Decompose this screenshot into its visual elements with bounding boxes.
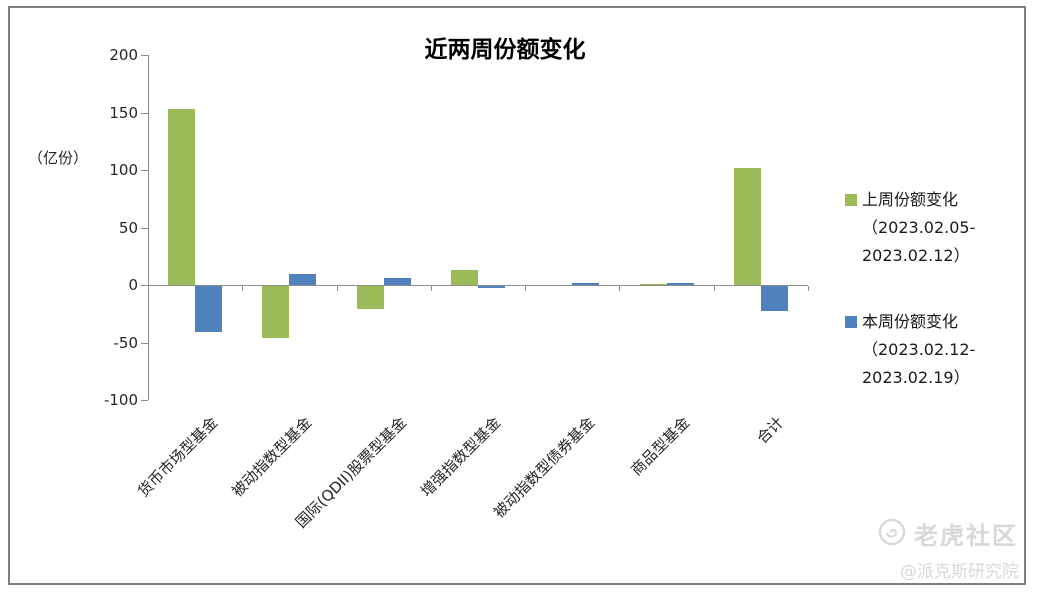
y-axis-tick: [141, 342, 148, 344]
watermark-handle: @派克斯研究院: [900, 562, 1019, 582]
legend-swatch-icon: [845, 194, 857, 206]
bar: [666, 282, 694, 285]
legend-label: 2023.02.12）: [862, 246, 970, 265]
bar: [356, 286, 384, 309]
y-axis-unit-label: （亿份）: [28, 149, 89, 167]
bar: [733, 167, 761, 285]
y-tick-label: -100: [103, 391, 138, 409]
y-axis-tick: [141, 285, 148, 286]
bar: [572, 282, 600, 285]
legend-label: （2023.02.05-: [862, 218, 976, 237]
legend-swatch-icon: [845, 316, 857, 328]
legend-label: 本周份额变化: [862, 312, 959, 331]
bar: [639, 283, 667, 285]
y-axis-tick: [141, 112, 148, 114]
tiger-logo-icon: [878, 518, 906, 550]
bar: [168, 109, 196, 285]
y-axis-tick: [141, 400, 148, 401]
y-tick-label: 150: [109, 103, 138, 122]
x-axis-tick: [430, 286, 432, 291]
bar: [383, 278, 411, 285]
x-axis-tick: [525, 286, 527, 291]
chart-title: 近两周份额变化: [424, 37, 586, 63]
x-axis-tick: [808, 286, 809, 291]
x-axis-tick: [242, 286, 244, 291]
watermark-brand: 老虎社区: [914, 522, 1018, 550]
y-tick-label: -50: [113, 333, 139, 352]
x-axis-tick: [336, 286, 338, 291]
x-axis-line: [148, 285, 808, 286]
chart-frame: [8, 6, 1026, 585]
bar: [478, 286, 505, 289]
y-tick-label: 50: [118, 218, 138, 237]
y-axis-tick: [141, 227, 148, 229]
bar: [195, 286, 223, 332]
bar: [451, 270, 478, 285]
legend-label: 上周份额变化: [862, 190, 959, 209]
x-axis-tick: [713, 286, 715, 291]
y-tick-label: 0: [128, 276, 138, 294]
y-axis-tick: [141, 55, 148, 56]
y-axis-tick: [141, 170, 148, 171]
legend-item: 本周份额变化 （2023.02.12- 2023.02.19）: [845, 308, 1037, 392]
bar: [760, 286, 788, 312]
bar: [262, 286, 290, 338]
bar: [289, 273, 317, 285]
watermark: 老虎社区 @派克斯研究院: [878, 516, 1019, 582]
x-axis-tick: [619, 286, 621, 291]
y-tick-label: 200: [109, 46, 138, 64]
legend-item: 上周份额变化 （2023.02.05- 2023.02.12）: [845, 186, 1037, 270]
y-tick-label: 100: [109, 161, 138, 179]
y-axis-line: [148, 55, 149, 400]
legend-label: （2023.02.12-: [862, 340, 976, 359]
legend-label: 2023.02.19）: [862, 368, 970, 387]
